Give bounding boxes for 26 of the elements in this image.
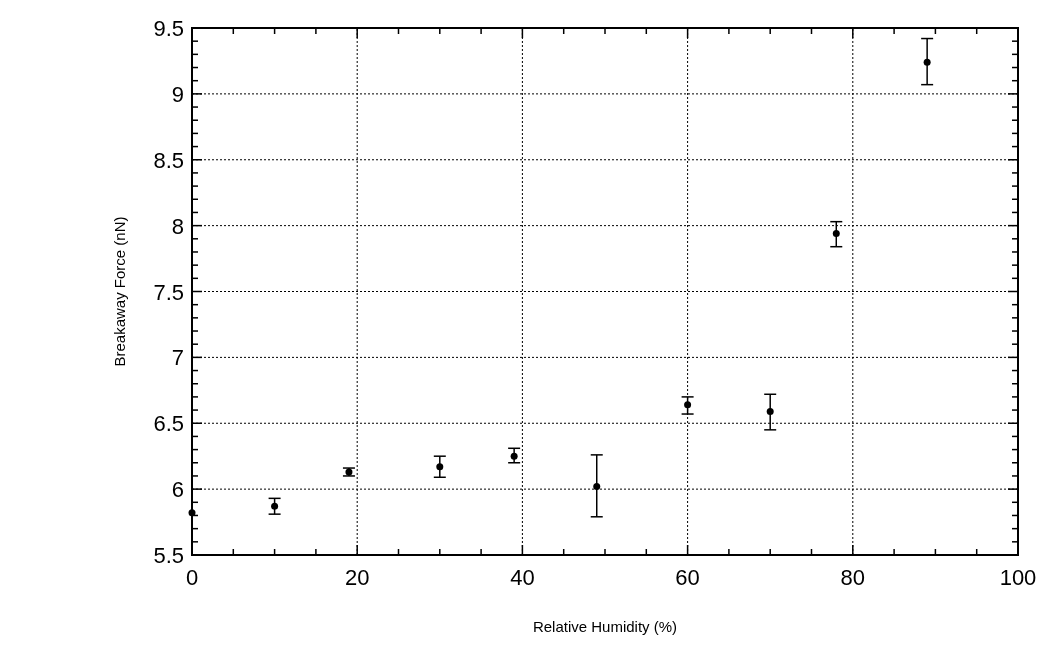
- point: [832, 230, 840, 238]
- point: [188, 509, 196, 517]
- x-axis-title: Relative Humidity (%): [532, 618, 678, 635]
- y-tick-label: 7: [171, 345, 184, 371]
- point: [766, 407, 774, 415]
- y-tick-label: 9: [171, 81, 184, 107]
- point: [593, 482, 601, 490]
- x-tick-label: 60: [675, 565, 700, 590]
- y-tick-label: 9.5: [153, 16, 184, 41]
- x-tick-label: 80: [840, 565, 866, 590]
- x-tick-label: 100: [999, 565, 1037, 590]
- point: [510, 452, 518, 460]
- point: [271, 502, 279, 510]
- y-tick-label: 6: [171, 477, 184, 503]
- y-tick-label: 8: [171, 213, 184, 239]
- y-tick-label: 5.5: [153, 543, 184, 568]
- y-tick-label: 8.5: [153, 147, 184, 173]
- x-tick-label: 0: [185, 565, 199, 590]
- point: [684, 401, 692, 409]
- y-tick-label: 7.5: [153, 279, 184, 305]
- y-axis-title: Breakaway Force (nN): [111, 216, 128, 367]
- y-tick-label: 6.5: [153, 411, 184, 437]
- point: [436, 463, 444, 471]
- point: [923, 58, 931, 66]
- x-tick-label: 40: [510, 565, 535, 590]
- x-tick-label: 20: [344, 565, 370, 590]
